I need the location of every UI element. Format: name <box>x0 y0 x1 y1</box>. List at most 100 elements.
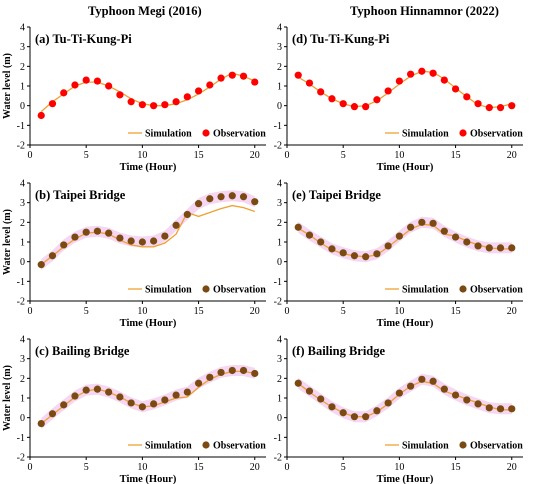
y-tick-label: -2 <box>17 453 25 464</box>
observation-point <box>206 81 214 89</box>
y-tick-label: 4 <box>20 23 25 34</box>
observation-point <box>339 249 347 257</box>
y-tick-label: 0 <box>20 413 25 424</box>
x-tick-label: 0 <box>285 150 290 161</box>
observation-point <box>463 238 471 246</box>
observation-point <box>239 72 248 80</box>
y-tick-label: -2 <box>274 453 282 464</box>
observation-point <box>60 89 68 97</box>
y-tick-label: -2 <box>274 297 282 308</box>
observation-point <box>395 232 403 240</box>
observation-point <box>496 104 505 112</box>
observation-point <box>194 379 203 387</box>
observation-point <box>172 391 180 399</box>
observation-point <box>251 198 259 206</box>
observation-point <box>71 81 79 89</box>
observation-point <box>71 392 79 400</box>
observation-point <box>138 238 146 246</box>
observation-point <box>206 373 214 381</box>
y-tick-label: -1 <box>274 433 282 444</box>
panel-title: (d) Tu-Ti-Kung-Pi <box>292 32 390 46</box>
y-tick-label: 1 <box>277 82 282 93</box>
observation-point <box>362 413 370 421</box>
observation-point <box>418 218 426 226</box>
uncertainty-band <box>298 373 512 423</box>
observation-point <box>82 228 90 236</box>
x-tick-label: 20 <box>507 306 517 317</box>
observation-point <box>407 70 415 78</box>
observation-point <box>48 100 57 108</box>
x-tick-label: 20 <box>250 462 260 473</box>
y-axis-label: Water level (m) <box>2 209 13 275</box>
observation-point <box>508 102 516 110</box>
legend-simulation-label: Simulation <box>402 285 449 296</box>
observation-point <box>228 366 236 375</box>
x-tick-label: 0 <box>28 150 33 161</box>
observation-point <box>138 403 146 411</box>
x-axis-label: Time (Hour) <box>120 318 177 329</box>
observation-point <box>150 102 158 110</box>
observation-point <box>105 82 113 90</box>
observation-point <box>305 231 314 239</box>
observation-point <box>418 375 426 383</box>
x-tick-label: 0 <box>285 306 290 317</box>
observation-point <box>116 234 124 242</box>
observation-point <box>350 413 359 421</box>
panel-title: (e) Taipei Bridge <box>292 188 381 202</box>
legend-simulation-label: Simulation <box>402 129 449 140</box>
observation-point <box>451 233 460 241</box>
y-tick-label: 4 <box>277 335 282 346</box>
observation-point <box>228 192 236 200</box>
observation-point <box>194 87 203 95</box>
chart-panel-2: -2 -1 0 1 2 3 4 0 5 10 15 20 Time (Hour) (d) Tu-Ti-Ku… <box>274 23 524 174</box>
observation-point <box>508 405 516 413</box>
observation-point <box>451 85 460 93</box>
observation-point <box>474 400 482 408</box>
observation-point <box>407 223 415 231</box>
y-tick-label: -2 <box>274 141 282 152</box>
observation-point <box>474 100 482 108</box>
observation-point <box>395 389 403 397</box>
observation-point <box>440 385 448 393</box>
observation-point <box>105 229 113 237</box>
x-tick-label: 5 <box>84 462 89 473</box>
observation-point <box>328 245 336 253</box>
y-tick-label: 4 <box>20 335 25 346</box>
observation-point <box>172 221 180 229</box>
x-axis-label: Time (Hour) <box>377 318 434 329</box>
x-tick-label: 5 <box>84 306 89 317</box>
observation-point <box>339 100 347 108</box>
observation-point <box>384 242 392 250</box>
observation-point <box>317 238 325 246</box>
observation-point <box>328 95 336 103</box>
y-tick-label: 2 <box>277 374 282 385</box>
observation-point <box>350 103 359 111</box>
observation-point <box>150 237 158 245</box>
observation-point <box>60 241 68 249</box>
observation-point <box>384 399 392 407</box>
x-tick-label: 20 <box>507 150 517 161</box>
legend-observation-swatch <box>202 441 210 449</box>
legend-simulation-label: Simulation <box>145 129 192 140</box>
x-tick-label: 0 <box>28 306 33 317</box>
observation-point <box>116 393 124 401</box>
observation-point <box>407 382 415 390</box>
legend-simulation-label: Simulation <box>145 441 192 452</box>
observation-point <box>161 101 169 109</box>
y-tick-label: 2 <box>20 218 25 229</box>
observation-point <box>138 101 146 109</box>
observation-point <box>496 405 505 413</box>
observation-point <box>373 250 381 258</box>
x-tick-label: 10 <box>394 462 404 473</box>
x-tick-label: 15 <box>194 150 204 161</box>
x-axis-label: Time (Hour) <box>377 474 434 484</box>
x-tick-label: 15 <box>194 462 204 473</box>
observation-point <box>127 237 135 245</box>
x-axis-label: Time (Hour) <box>120 162 177 173</box>
chart-panel-1: -2 -1 0 1 2 3 4 0 5 10 15 20 Time (Hour) Water level … <box>2 23 266 174</box>
observation-point <box>228 71 236 79</box>
legend-simulation-label: Simulation <box>402 441 449 452</box>
y-tick-label: 4 <box>277 23 282 34</box>
observation-point <box>350 252 359 260</box>
x-tick-label: 15 <box>451 306 461 317</box>
